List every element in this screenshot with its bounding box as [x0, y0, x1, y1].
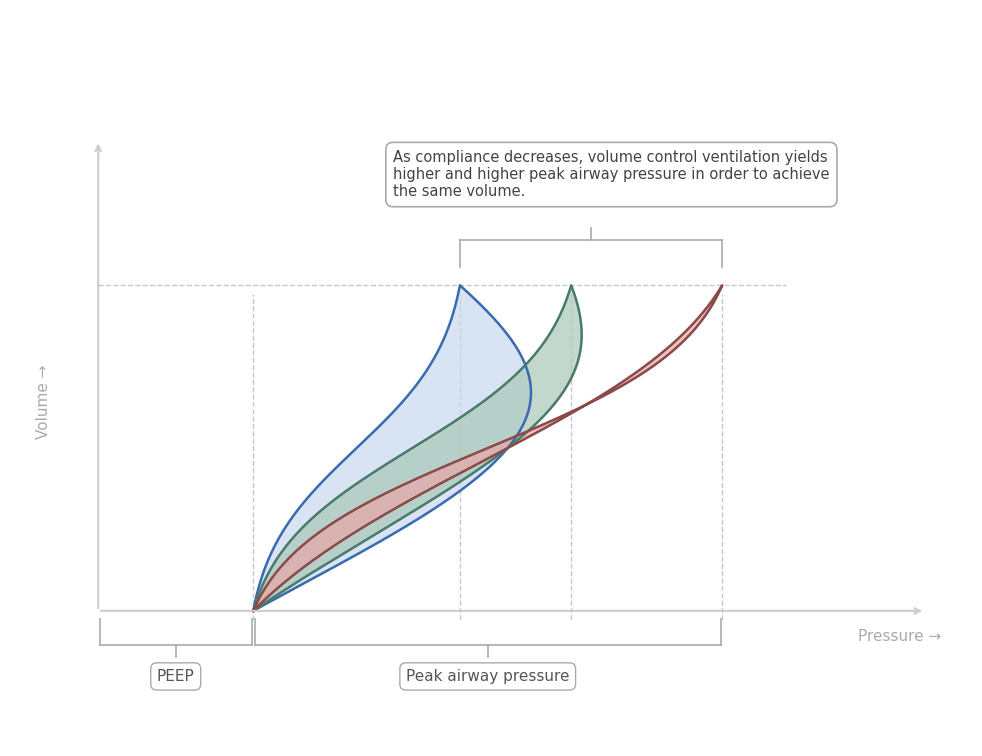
Text: Peak airway pressure: Peak airway pressure: [406, 669, 570, 684]
Polygon shape: [253, 285, 531, 611]
Text: PEEP: PEEP: [157, 669, 194, 684]
Text: Pressure →: Pressure →: [858, 629, 941, 644]
Text: As compliance decreases, volume control ventilation yields
higher and higher pea: As compliance decreases, volume control …: [393, 150, 830, 200]
Text: Volume →: Volume →: [36, 365, 51, 439]
Polygon shape: [253, 285, 581, 611]
Polygon shape: [253, 285, 722, 611]
